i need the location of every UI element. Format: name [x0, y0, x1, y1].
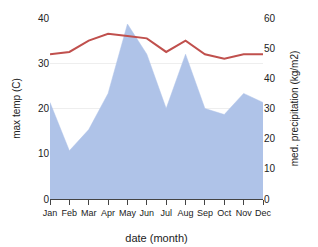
- svg-text:Aug: Aug: [178, 208, 194, 218]
- svg-text:Jun: Jun: [140, 208, 155, 218]
- svg-text:Nov: Nov: [236, 208, 253, 218]
- svg-text:30: 30: [264, 103, 276, 114]
- svg-text:60: 60: [264, 13, 276, 24]
- svg-text:Sep: Sep: [197, 208, 213, 218]
- svg-text:0: 0: [43, 194, 49, 205]
- svg-text:May: May: [119, 208, 137, 218]
- svg-text:40: 40: [38, 13, 50, 24]
- svg-text:50: 50: [264, 43, 276, 54]
- svg-text:med. precipitation (kg/m2): med. precipitation (kg/m2): [289, 51, 300, 167]
- svg-text:10: 10: [38, 148, 50, 159]
- svg-text:Apr: Apr: [101, 208, 115, 218]
- svg-text:Jul: Jul: [160, 208, 172, 218]
- svg-text:0: 0: [264, 194, 270, 205]
- svg-text:max temp (C): max temp (C): [11, 78, 22, 139]
- svg-text:20: 20: [38, 103, 50, 114]
- svg-text:10: 10: [264, 163, 276, 174]
- svg-text:Oct: Oct: [217, 208, 232, 218]
- svg-text:30: 30: [38, 58, 50, 69]
- svg-text:Dec: Dec: [255, 208, 272, 218]
- svg-text:20: 20: [264, 133, 276, 144]
- svg-text:Feb: Feb: [62, 208, 78, 218]
- svg-text:Jan: Jan: [43, 208, 58, 218]
- svg-text:date (month): date (month): [125, 232, 187, 244]
- svg-text:Mar: Mar: [81, 208, 97, 218]
- svg-text:40: 40: [264, 73, 276, 84]
